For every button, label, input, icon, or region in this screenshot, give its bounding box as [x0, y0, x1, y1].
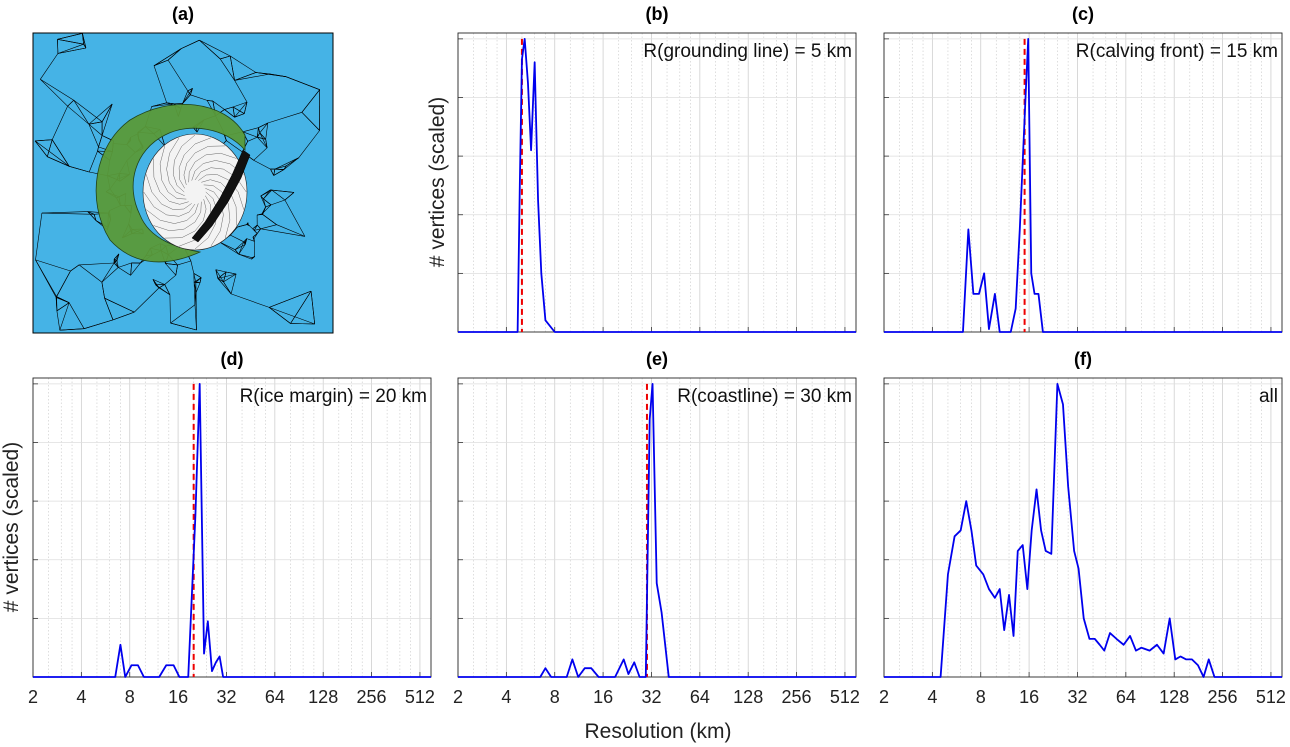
panel-f-label: (f) [1074, 349, 1092, 369]
x-tick-label: 64 [1116, 687, 1136, 707]
panel-a-label: (a) [172, 4, 194, 24]
x-tick-label: 2 [453, 687, 463, 707]
grid [32, 378, 431, 677]
x-tick-label: 512 [830, 687, 860, 707]
grid [883, 378, 1282, 677]
x-tick-label: 32 [641, 687, 661, 707]
x-tick-label: 64 [690, 687, 710, 707]
x-tick-label: 512 [405, 687, 435, 707]
x-tick-label: 256 [1208, 687, 1238, 707]
axes-box [883, 377, 1283, 678]
x-tick-label: 256 [357, 687, 387, 707]
panel-annotation: all [1259, 386, 1278, 407]
x-tick-label: 512 [1256, 687, 1286, 707]
panel-annotation: R(grounding line) = 5 km [643, 41, 852, 62]
x-tick-label: 2 [879, 687, 889, 707]
x-tick-label: 32 [216, 687, 236, 707]
x-tick-label: 8 [125, 687, 135, 707]
grid [883, 33, 1282, 332]
x-tick-label: 16 [593, 687, 613, 707]
shared-ylabel-lower: # vertices (scaled) [0, 442, 23, 612]
shared-xlabel: Resolution (km) [584, 720, 731, 743]
x-tick-label: 128 [308, 687, 338, 707]
x-tick-label: 4 [501, 687, 511, 707]
series-line [33, 382, 431, 678]
axes-box [457, 377, 857, 678]
x-tick-label: 4 [76, 687, 86, 707]
x-tick-label: 4 [927, 687, 937, 707]
panel-d-label: (d) [221, 349, 244, 369]
x-tick-label: 16 [168, 687, 188, 707]
x-tick-label: 64 [265, 687, 285, 707]
x-tick-label: 128 [1159, 687, 1189, 707]
x-tick-label: 2 [28, 687, 38, 707]
panel-annotation: R(calving front) = 15 km [1076, 41, 1278, 62]
panel-a: (a) [32, 4, 334, 334]
series-line [884, 37, 1282, 333]
series-line [458, 37, 856, 333]
grid [457, 33, 856, 332]
panel-e-label: (e) [646, 349, 668, 369]
shared-ylabel: # vertices (scaled) [426, 97, 449, 267]
series-line [884, 382, 1282, 678]
panel-annotation: R(coastline) = 30 km [677, 386, 852, 407]
panel-e: (e) 2 4 8 16 32 64 128 256 512 R(coastline) = 30 k… [453, 349, 860, 707]
grid [457, 378, 856, 677]
x-tick-label: 128 [733, 687, 763, 707]
x-tick-label: 8 [976, 687, 986, 707]
triangular-mesh-icon [32, 32, 334, 334]
panel-b: (b) R(grounding line) = 5 km [457, 4, 857, 333]
panel-c: (c) R(calving front) = 15 km [883, 4, 1283, 333]
panel-annotation: R(ice margin) = 20 km [240, 386, 427, 407]
x-tick-label: 256 [782, 687, 812, 707]
series-line [458, 382, 856, 678]
x-tick-label: 8 [550, 687, 560, 707]
panel-b-label: (b) [646, 4, 669, 24]
panel-d: (d) 2 4 8 16 32 64 128 256 512 R(ice margin) = 20 … [28, 349, 435, 707]
x-tick-label: 16 [1019, 687, 1039, 707]
panel-f: (f) 2 4 8 16 32 64 128 256 512 all [879, 349, 1286, 707]
panel-c-label: (c) [1072, 4, 1094, 24]
x-tick-label: 32 [1067, 687, 1087, 707]
